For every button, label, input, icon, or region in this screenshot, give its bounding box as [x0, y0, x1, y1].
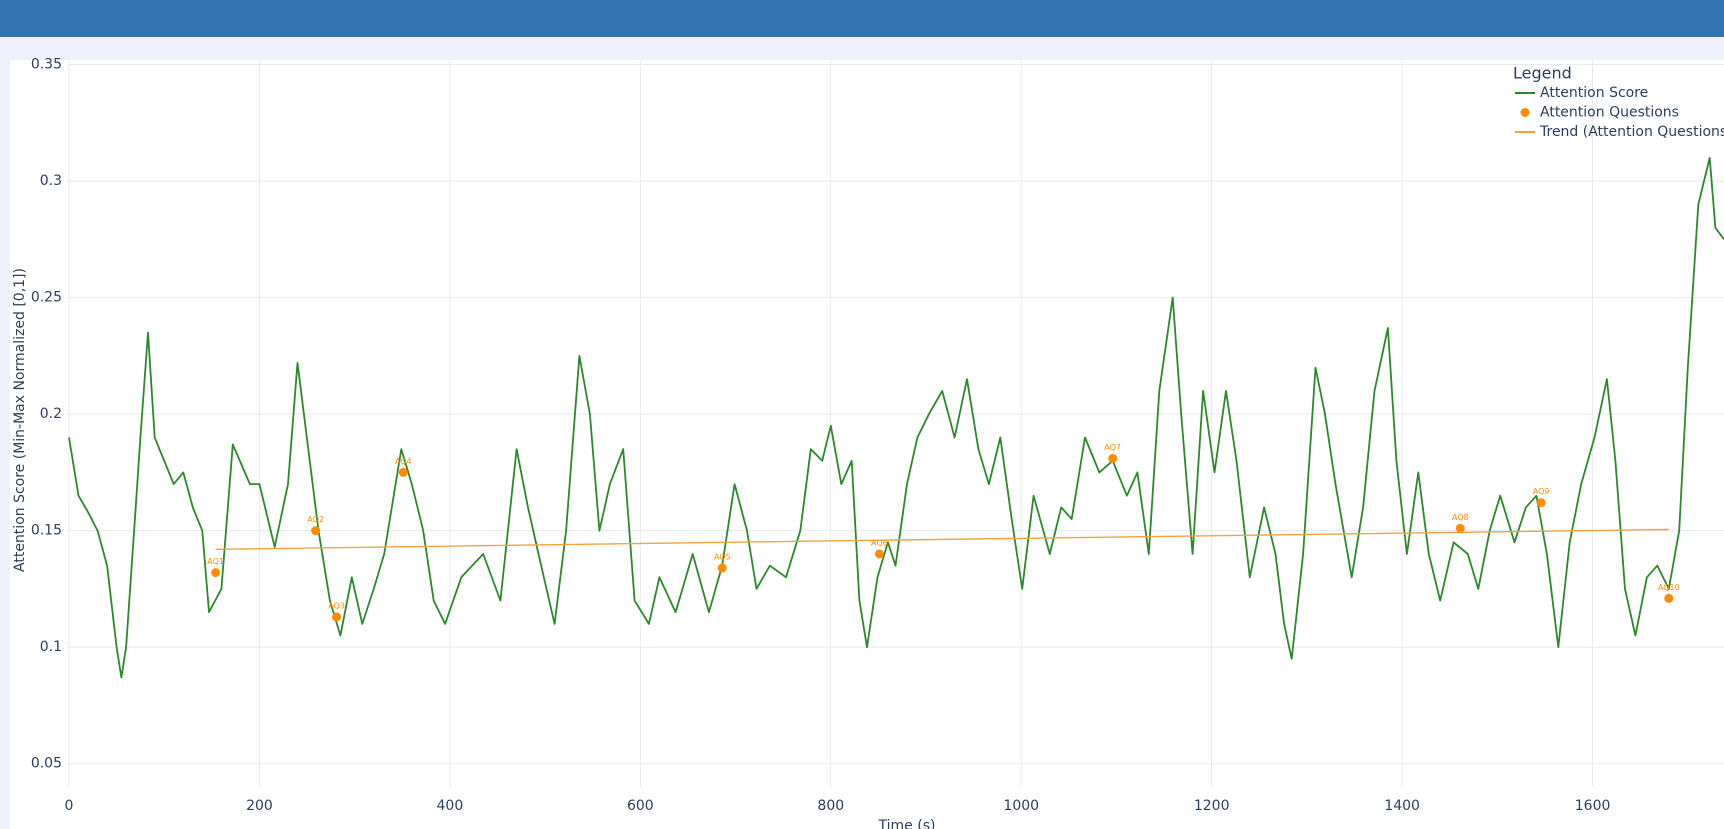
- legend-label: Attention Score: [1540, 85, 1648, 101]
- y-axis-title: Attention Score (Min-Max Normalized [0,1…: [12, 268, 28, 572]
- point-label: AQ5: [714, 552, 731, 561]
- y-tick-label: 0.05: [31, 756, 62, 772]
- x-tick-label: 0: [65, 798, 74, 814]
- marker: [311, 526, 321, 536]
- point-label: AQ8: [1452, 513, 1469, 522]
- y-tick-label: 0.35: [31, 57, 62, 73]
- point-label: AQ10: [1658, 583, 1680, 592]
- x-tick-label: 1400: [1384, 798, 1420, 814]
- line: [215, 528, 1669, 550]
- marker: [211, 568, 221, 578]
- point-label: AQ1: [207, 557, 224, 566]
- marker: [1664, 593, 1674, 603]
- top-bar: [0, 0, 1724, 37]
- x-axis-title: Time (s): [878, 818, 936, 829]
- x-tick-label: 1200: [1194, 798, 1230, 814]
- x-tick-label: 1600: [1575, 798, 1611, 814]
- y-tick-label: 0.3: [40, 173, 62, 189]
- x-tick-label: 800: [817, 798, 844, 814]
- marker: [1108, 453, 1118, 463]
- x-tick-label: 1000: [1003, 798, 1039, 814]
- y-tick-label: 0.2: [40, 406, 62, 422]
- legend-title: Legend: [1513, 64, 1572, 83]
- x-tick-label: 400: [437, 798, 464, 814]
- marker: [717, 563, 727, 573]
- marker: [1455, 523, 1465, 533]
- point-label: AQ2: [307, 515, 324, 524]
- marker: [1536, 498, 1546, 508]
- point-label: AQ6: [871, 538, 888, 547]
- point-label: AQ9: [1533, 487, 1550, 496]
- point-label: AQ4: [395, 457, 412, 466]
- y-tick-label: 0.15: [31, 523, 62, 539]
- x-tick-label: 200: [246, 798, 273, 814]
- point-label: AQ3: [328, 601, 345, 610]
- plot-background: [10, 60, 1724, 829]
- x-tick-label: 600: [627, 798, 654, 814]
- line: [68, 157, 1724, 679]
- y-tick-label: 0.1: [40, 639, 62, 655]
- marker: [332, 612, 342, 622]
- legend-symbol: [1520, 108, 1530, 117]
- point-label: AQ7: [1104, 443, 1121, 452]
- y-tick-label: 0.25: [31, 290, 62, 306]
- marker: [398, 467, 408, 477]
- legend-label: Attention Questions: [1540, 105, 1679, 121]
- marker: [874, 549, 884, 559]
- legend-label: Trend (Attention Questions): [1539, 124, 1724, 140]
